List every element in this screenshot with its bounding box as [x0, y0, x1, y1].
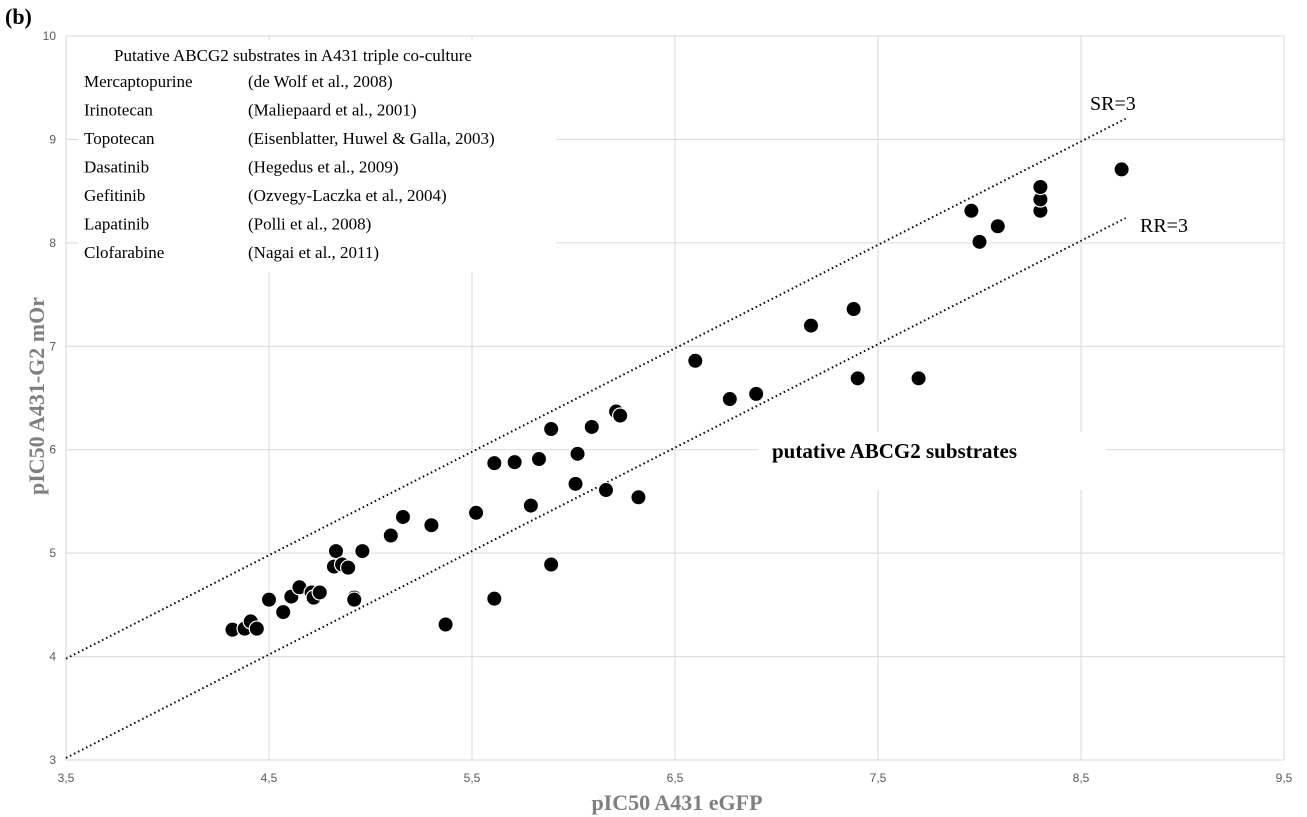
legend-reference: (Ozvegy-Laczka et al., 2004): [248, 186, 447, 205]
data-point: [522, 497, 540, 514]
data-point: [1113, 161, 1130, 178]
y-tick-label: 3: [49, 753, 56, 767]
y-tick-label: 10: [43, 29, 57, 43]
legend-drug-name: Topotecan: [84, 129, 155, 148]
legend-drug-name: Gefitinib: [84, 186, 145, 205]
x-axis-title: pIC50 A431 eGFP: [591, 790, 762, 815]
data-point: [971, 233, 988, 251]
legend-reference: (Eisenblatter, Huwel & Galla, 2003): [248, 129, 495, 148]
x-tick-label: 7,5: [870, 771, 887, 785]
x-tick-label: 9,5: [1276, 771, 1293, 785]
y-tick-label: 9: [49, 132, 56, 146]
data-point: [394, 508, 412, 526]
data-point: [486, 454, 503, 472]
reference-line: [65, 217, 1127, 759]
region-label-background: [758, 432, 1106, 490]
legend-background: [78, 40, 556, 272]
data-point: [687, 352, 704, 369]
data-point: [248, 620, 266, 637]
data-point: [567, 475, 584, 493]
legend-entries: Mercaptopurine (de Wolf et al., 2008) Irin…: [84, 72, 495, 262]
data-points: [224, 161, 1130, 638]
data-point: [437, 616, 454, 633]
y-tick-label: 7: [49, 339, 56, 353]
data-point: [849, 370, 866, 387]
data-point: [346, 591, 363, 608]
grid-layer: [65, 35, 1285, 761]
data-point: [583, 418, 600, 436]
legend-drug-name: Lapatinib: [84, 215, 149, 234]
data-point: [542, 420, 560, 438]
data-point: [597, 481, 615, 499]
data-point: [530, 450, 548, 468]
data-point: [354, 542, 371, 560]
data-point: [963, 202, 980, 219]
data-point: [569, 445, 586, 463]
region-label: putative ABCG2 substrates: [772, 439, 1017, 463]
data-point: [1032, 178, 1049, 196]
data-point: [989, 218, 1006, 235]
x-tick-label: 8,5: [1073, 771, 1090, 785]
y-tick-label: 5: [49, 546, 56, 560]
data-point: [630, 489, 647, 506]
data-point: [748, 385, 765, 403]
reference-lines: [65, 117, 1127, 759]
legend-reference: (Maliepaard et al., 2001): [248, 101, 417, 120]
data-point: [327, 542, 345, 560]
data-point: [486, 590, 503, 607]
legend-heading: Putative ABCG2 substrates in A431 triple…: [114, 46, 472, 65]
legend-drug-name: Irinotecan: [84, 101, 153, 120]
legend-reference: (Polli et al., 2008): [248, 215, 371, 234]
data-point: [802, 317, 820, 334]
y-axis-title: pIC50 A431-G2 mOr: [24, 297, 49, 495]
y-tick-label: 6: [49, 443, 56, 457]
x-tick-label: 3,5: [58, 771, 75, 785]
x-tick-label: 5,5: [464, 771, 481, 785]
panel-label: (b): [5, 4, 32, 29]
data-point: [721, 390, 739, 408]
legend-reference: (de Wolf et al., 2008): [248, 72, 393, 91]
legend: Putative ABCG2 substrates in A431 triple…: [78, 40, 556, 272]
legend-reference: (Hegedus et al., 2009): [248, 158, 399, 177]
data-point: [910, 370, 927, 387]
tick-labels: 3,5 4,5 5,5 6,5 7,5 8,5 9,5 3 4 5 6 7 8 9 10: [43, 29, 1293, 785]
y-tick-label: 8: [49, 236, 56, 250]
legend-drug-name: Dasatinib: [84, 158, 149, 177]
rr-label: RR=3: [1140, 215, 1188, 237]
data-point: [382, 527, 399, 544]
data-point: [542, 556, 560, 573]
y-tick-label: 4: [49, 650, 56, 664]
legend-drug-name: Clofarabine: [84, 243, 164, 262]
x-tick-label: 4,5: [261, 771, 278, 785]
data-point: [423, 517, 440, 534]
reference-line: [65, 117, 1127, 660]
legend-drug-name: Mercaptopurine: [84, 72, 193, 91]
data-point: [611, 407, 629, 424]
data-point: [506, 453, 523, 471]
legend-reference: (Nagai et al., 2011): [248, 243, 379, 262]
data-point: [845, 300, 862, 318]
data-point: [260, 591, 278, 608]
data-point: [311, 584, 328, 601]
sr-label: SR=3: [1090, 93, 1136, 115]
data-point: [275, 603, 292, 621]
x-tick-label: 6,5: [667, 771, 684, 785]
data-point: [339, 559, 357, 576]
data-point: [467, 504, 485, 522]
